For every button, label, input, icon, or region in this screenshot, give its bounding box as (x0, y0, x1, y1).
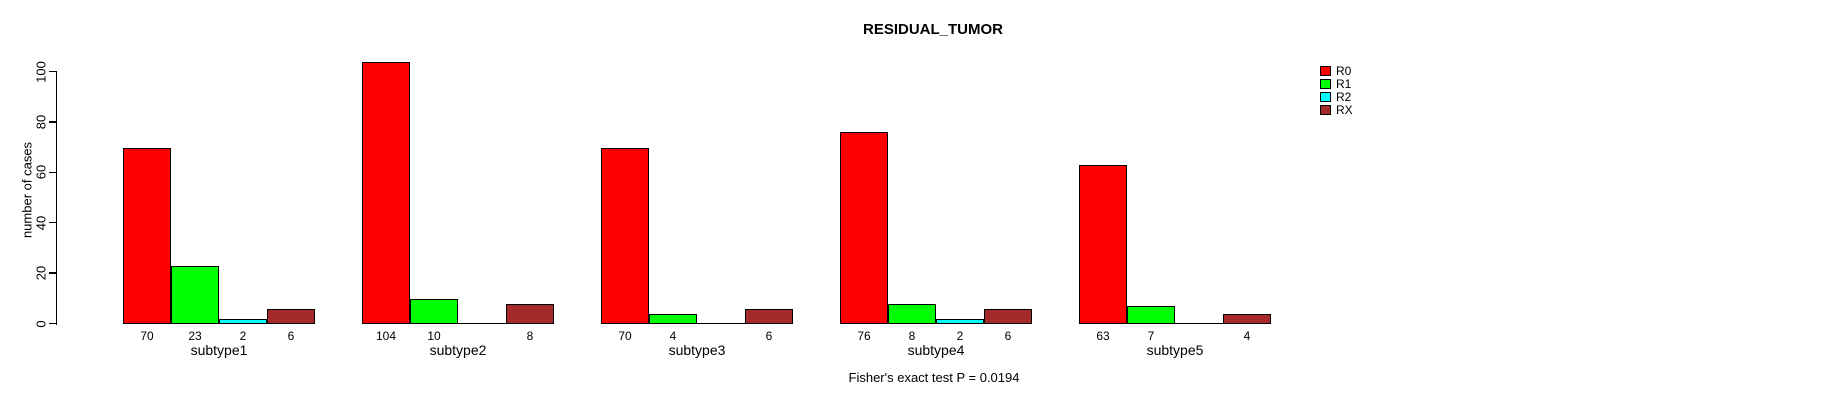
bar-subtype5-R1 (1127, 306, 1175, 324)
zero-bar-line-subtype3-R2 (697, 322, 745, 324)
legend-swatch-R0 (1320, 66, 1331, 76)
legend-swatch-RX (1320, 105, 1331, 115)
legend-swatch-R1 (1320, 79, 1331, 89)
x-axis-category-label: subtype2 (429, 342, 487, 358)
bar-value-label: 10 (427, 329, 441, 343)
bar-subtype1-R1 (171, 266, 219, 324)
bar-value-label: 23 (188, 329, 202, 343)
y-axis-tick (48, 221, 56, 224)
bar-subtype1-R0 (123, 147, 171, 324)
x-axis-category-label: subtype4 (907, 342, 965, 358)
x-axis-category-label: subtype3 (668, 342, 726, 358)
x-axis-category-label: subtype1 (190, 342, 248, 358)
bar-subtype3-RX (745, 308, 793, 324)
bar-value-label: 6 (765, 329, 773, 343)
bar-value-label: 2 (956, 329, 964, 343)
bar-value-label: 8 (526, 329, 534, 343)
fisher-test-annotation: Fisher's exact test P = 0.0194 (848, 370, 1020, 385)
bar-subtype5-RX (1223, 313, 1271, 324)
legend-label-R0: R0 (1336, 64, 1352, 78)
chart-title: RESIDUAL_TUMOR (862, 21, 1004, 38)
bar-subtype3-R1 (649, 313, 697, 324)
bar-subtype4-R1 (888, 303, 936, 324)
legend-label-RX: RX (1336, 103, 1353, 117)
bar-subtype3-R0 (601, 147, 649, 324)
y-axis-tick (48, 322, 56, 325)
bar-value-label: 8 (908, 329, 916, 343)
bar-subtype4-R2 (936, 318, 984, 324)
zero-bar-line-subtype2-R2 (458, 322, 506, 324)
bar-value-label: 6 (287, 329, 295, 343)
bar-subtype4-RX (984, 308, 1032, 324)
bar-value-label: 76 (857, 329, 871, 343)
bar-subtype1-R2 (219, 318, 267, 324)
y-axis-tick (48, 171, 56, 174)
bar-value-label: 7 (1147, 329, 1155, 343)
bar-value-label: 70 (618, 329, 632, 343)
bar-value-label: 63 (1096, 329, 1110, 343)
bar-value-label: 2 (239, 329, 247, 343)
y-axis-tick (48, 272, 56, 274)
bar-subtype1-RX (267, 308, 315, 324)
bar-subtype2-R1 (410, 298, 458, 324)
bar-subtype2-R0 (362, 61, 410, 324)
legend-label-R2: R2 (1336, 90, 1352, 104)
bar-value-label: 4 (669, 329, 677, 343)
bar-subtype2-RX (506, 303, 554, 324)
legend-swatch-R2 (1320, 92, 1331, 102)
y-axis-tick (48, 121, 56, 123)
bar-value-label: 104 (375, 329, 397, 343)
bar-value-label: 4 (1243, 329, 1251, 343)
y-axis-line (55, 71, 57, 325)
bar-subtype5-R0 (1079, 165, 1127, 324)
bar-value-label: 6 (1004, 329, 1012, 343)
y-axis-tick (48, 70, 56, 73)
bar-value-label: 70 (140, 329, 154, 343)
bar-subtype4-R0 (840, 132, 888, 324)
legend-label-R1: R1 (1336, 77, 1352, 91)
zero-bar-line-subtype5-R2 (1175, 322, 1223, 324)
x-axis-category-label: subtype5 (1146, 342, 1204, 358)
